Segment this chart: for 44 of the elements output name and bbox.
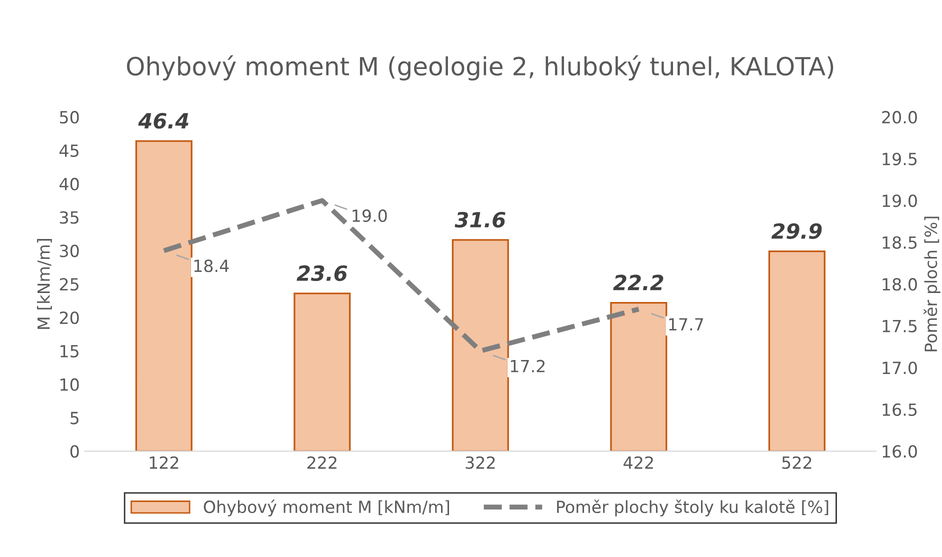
- x-tick-label: 522: [782, 456, 812, 469]
- data-label: 23.6: [296, 265, 348, 282]
- legend-label: Poměr plochy štoly ku kalotě [%]: [557, 500, 828, 516]
- y2-tick-label: 18.5: [882, 236, 917, 249]
- y-tick-label: 15: [60, 345, 78, 358]
- data-label: 22.2: [613, 274, 664, 290]
- y2-tick-label: 20.0: [882, 110, 917, 124]
- data-label: 31.6: [454, 212, 506, 228]
- x-tick-label: 122: [150, 456, 178, 469]
- y-tick-label: 35: [60, 211, 78, 224]
- x-tick-label: 322: [466, 456, 495, 469]
- bar: [610, 302, 668, 452]
- y-tick-label: 45: [60, 144, 78, 157]
- chart-title: Ohybový moment M (geologie 2, hluboký tunel, KALOTA): [126, 55, 834, 81]
- data-label: 19.0: [352, 209, 387, 222]
- data-label: 17.7: [669, 318, 704, 330]
- data-label: 17.2: [510, 360, 545, 372]
- y2-tick-label: 17.5: [882, 320, 917, 332]
- y-tick-label: 25: [60, 278, 78, 291]
- data-label: 46.4: [138, 112, 188, 129]
- y2-tick-label: 16.0: [882, 445, 917, 458]
- y2-tick-label: 16.5: [882, 403, 917, 416]
- y-tick-label: 5: [70, 412, 78, 424]
- y2-tick-label: 17.0: [882, 362, 917, 374]
- y-axis-title: M [kNm/m]: [37, 239, 52, 329]
- y-tick-label: 30: [60, 244, 79, 258]
- x-tick-label: 422: [624, 456, 653, 469]
- legend-label: Ohybový moment M [kNm/m]: [204, 500, 450, 516]
- y-tick-label: 50: [60, 110, 79, 124]
- y2-axis-title: Poměr ploch [%]: [924, 216, 940, 352]
- x-tick-label: 222: [307, 456, 336, 469]
- y-tick-label: 10: [60, 378, 79, 391]
- bar: [135, 140, 192, 452]
- y-tick-label: 20: [60, 311, 79, 324]
- bar: [452, 239, 509, 452]
- bar: [294, 292, 351, 452]
- data-label: 18.4: [194, 260, 229, 272]
- y-tick-label: 40: [60, 178, 79, 190]
- y-tick-label: 0: [70, 445, 79, 458]
- bar: [768, 250, 826, 452]
- y2-tick-label: 19.0: [882, 194, 917, 208]
- y2-tick-label: 18.0: [882, 278, 917, 291]
- data-label: 29.9: [771, 223, 822, 239]
- y2-tick-label: 19.5: [882, 152, 917, 166]
